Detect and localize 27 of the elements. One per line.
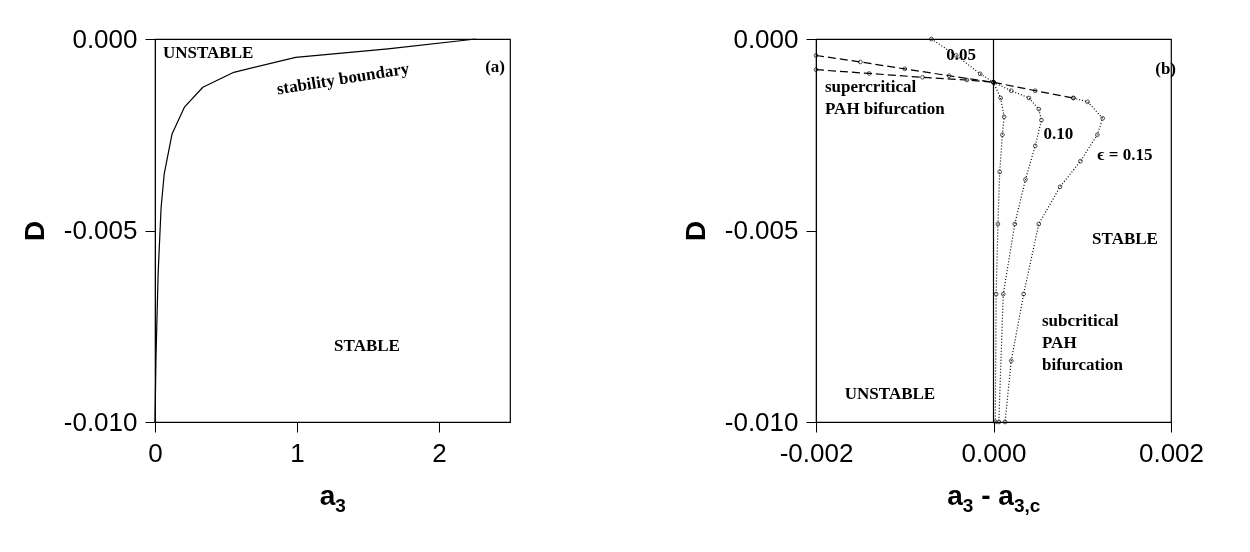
- y-tick-label: 0.000: [72, 23, 138, 54]
- series-label: 0.05: [946, 45, 976, 65]
- annotation: STABLE: [334, 336, 400, 355]
- y-tick-label: -0.010: [724, 406, 799, 437]
- y-axis-title: D: [679, 220, 711, 242]
- x-tick-label: 2: [432, 437, 447, 468]
- y-axis-title: D: [18, 220, 50, 242]
- series-label: 0.10: [1043, 124, 1074, 144]
- annotation: (a): [485, 57, 505, 76]
- y-tick-label: -0.005: [724, 215, 799, 245]
- x-tick-label: 0.000: [961, 437, 1027, 468]
- x-axis-title: a$_{3}$ - a$_{3,c}$: [947, 480, 1041, 517]
- x-tick-label: -0.002: [779, 437, 854, 468]
- annotation: STABLE: [1092, 229, 1158, 248]
- annotation: UNSTABLE: [163, 43, 254, 62]
- x-axis-title: a$_{3}$: [319, 480, 346, 517]
- series-label: ϵ = 0.15: [1097, 144, 1153, 164]
- annotation: subcritical PAH bifurcation: [1042, 311, 1124, 374]
- annotation: stability boundary: [275, 58, 411, 99]
- x-tick-label: 1: [290, 437, 305, 468]
- x-tick-label: 0: [148, 437, 163, 468]
- annotation: UNSTABLE: [844, 384, 936, 403]
- annotation: supercritical PAH bifurcation: [825, 77, 946, 118]
- y-tick-label: 0.000: [733, 23, 799, 54]
- x-tick-label: 0.002: [1138, 437, 1205, 468]
- y-tick-label: -0.010: [63, 406, 138, 437]
- y-tick-label: -0.005: [63, 215, 138, 245]
